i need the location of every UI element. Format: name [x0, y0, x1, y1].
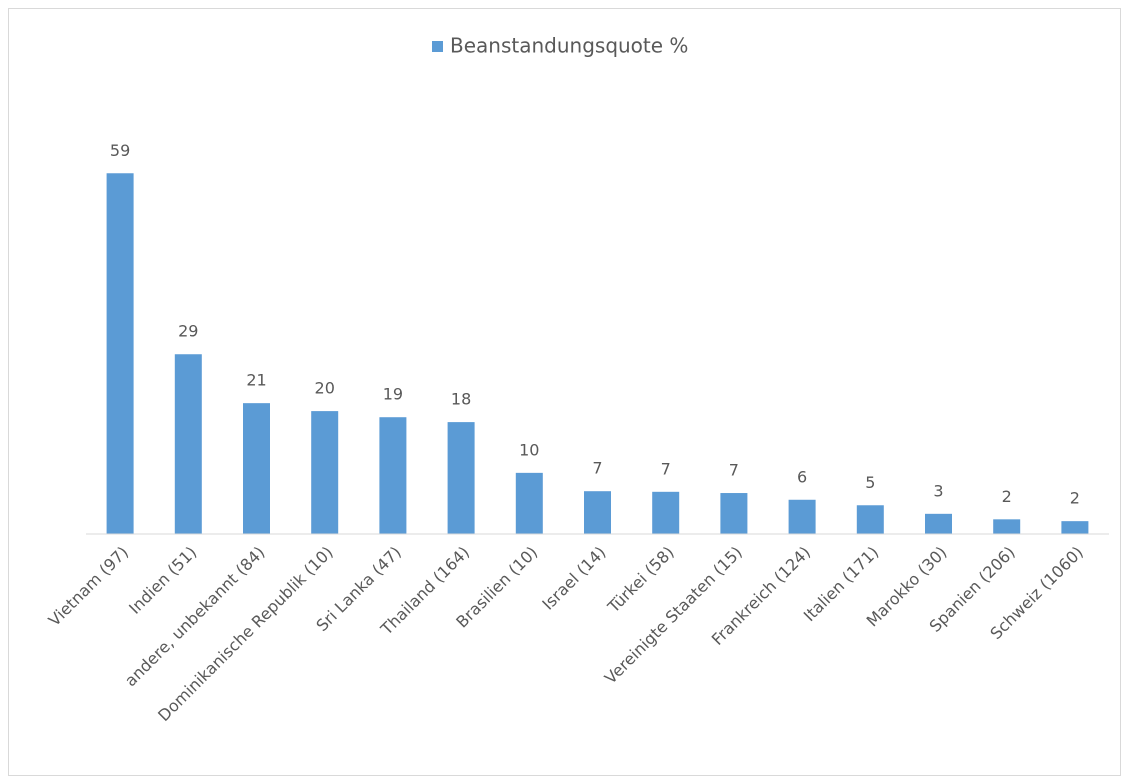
legend-swatch	[432, 41, 443, 52]
bar	[788, 499, 816, 534]
data-label: 2	[1070, 489, 1080, 508]
bar	[925, 513, 952, 534]
bar	[243, 403, 270, 534]
data-label: 59	[110, 141, 130, 160]
bar	[311, 411, 339, 534]
bar	[856, 505, 884, 534]
data-label: 5	[865, 473, 875, 492]
data-label: 20	[315, 379, 335, 398]
data-label: 7	[661, 459, 671, 478]
bar	[174, 354, 202, 534]
bar	[1061, 521, 1089, 534]
bar	[652, 491, 680, 534]
data-label: 19	[383, 385, 403, 404]
data-label: 10	[519, 440, 539, 459]
bar	[515, 472, 543, 534]
bar	[447, 422, 475, 534]
data-label: 18	[451, 390, 471, 409]
data-label: 2	[1002, 487, 1012, 506]
data-label: 7	[592, 459, 602, 478]
bar	[993, 519, 1021, 534]
data-label: 6	[797, 467, 807, 486]
bar	[720, 493, 748, 534]
legend-label: Beanstandungsquote %	[450, 34, 688, 58]
data-label: 29	[178, 322, 198, 341]
bar	[106, 173, 134, 534]
bar	[379, 417, 407, 534]
data-label: 3	[933, 481, 943, 500]
data-label: 7	[729, 461, 739, 480]
bar	[584, 491, 611, 534]
data-label: 21	[246, 371, 266, 390]
